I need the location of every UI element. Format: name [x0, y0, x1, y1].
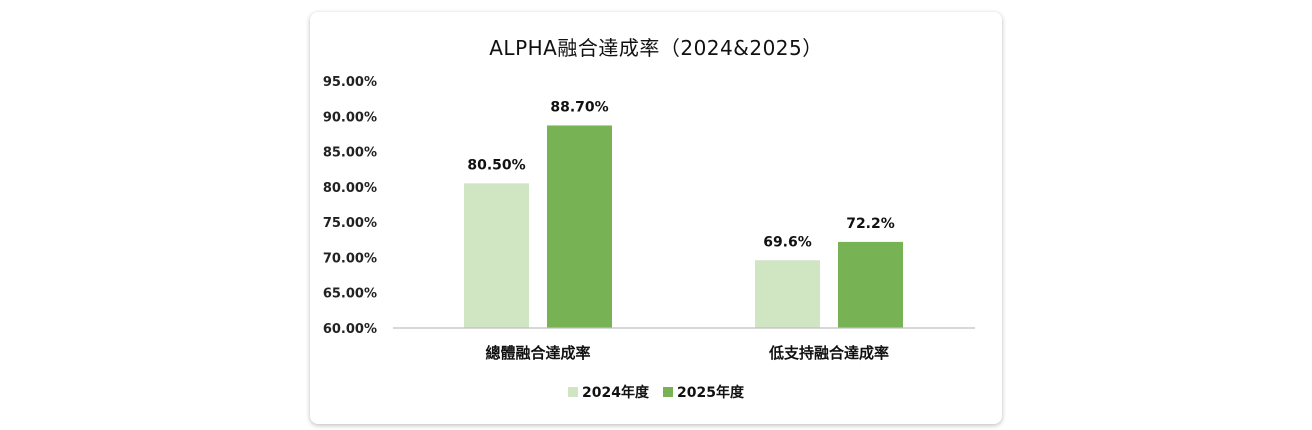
y-tick-label: 95.00%: [323, 75, 377, 90]
legend-item-2025: 2025年度: [663, 382, 744, 402]
y-tick-label: 70.00%: [323, 251, 377, 266]
legend-item-2024: 2024年度: [568, 382, 649, 402]
chart-card: ALPHA融合達成率（2024&2025） 60.00% 65.00% 70.00%…: [310, 12, 1002, 424]
bar-2024-0: [464, 183, 529, 328]
y-tick-label: 75.00%: [323, 216, 377, 231]
y-tick-label: 60.00%: [323, 322, 377, 337]
data-label: 88.70%: [550, 99, 608, 115]
data-label: 80.50%: [467, 157, 525, 173]
data-label: 72.2%: [846, 216, 895, 232]
bar-2024-1: [755, 260, 820, 328]
x-category-label: 低支持融合達成率: [768, 344, 889, 362]
y-tick-label: 80.00%: [323, 181, 377, 196]
chart-title: ALPHA融合達成率（2024&2025）: [489, 36, 823, 60]
legend-swatch-2025: [663, 387, 673, 397]
bar-2025-0: [547, 125, 612, 329]
data-label: 69.6%: [763, 234, 812, 250]
bar-2025-1: [838, 241, 903, 328]
legend-label-2024: 2024年度: [582, 385, 649, 401]
chart-legend: 2024年度 2025年度: [310, 382, 1002, 402]
chart-plot-area: 60.00% 65.00% 70.00% 75.00% 80.00% 85.00% 90.0…: [323, 75, 975, 362]
y-tick-label: 85.00%: [323, 146, 377, 161]
legend-swatch-2024: [568, 387, 579, 397]
legend-label-2025: 2025年度: [677, 385, 744, 401]
y-tick-label: 65.00%: [323, 287, 377, 302]
y-tick-label: 90.00%: [323, 110, 377, 125]
x-category-label: 總體融合達成率: [485, 344, 590, 362]
